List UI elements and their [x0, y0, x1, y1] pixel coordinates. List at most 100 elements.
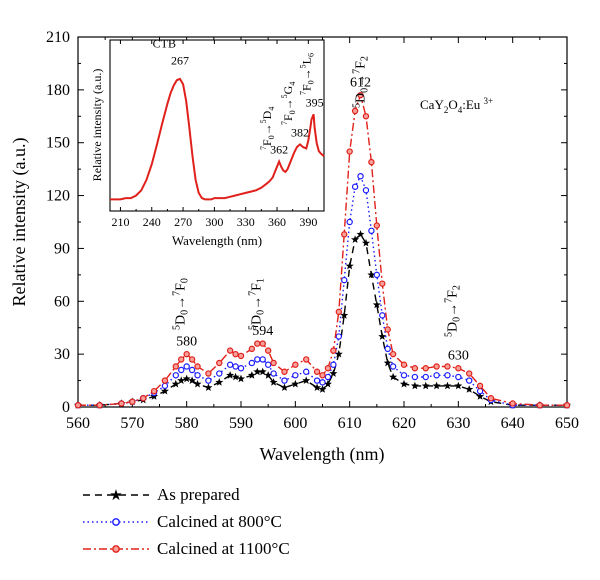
data-point	[368, 158, 375, 166]
main-x-axis-label: Wavelength (nm)	[259, 444, 384, 465]
data-point	[368, 227, 375, 235]
data-point	[379, 280, 386, 287]
data-point	[330, 347, 337, 354]
y-tick-label: 180	[46, 82, 70, 99]
inset-x-tick-label: 300	[205, 215, 223, 229]
peak-label: 594	[252, 324, 273, 339]
data-point	[410, 381, 419, 390]
legend-swatch-as-prepared: ★	[83, 488, 149, 504]
inset-peak-label: 395	[306, 95, 324, 109]
transition-text: 5D0→7F0	[172, 278, 191, 330]
data-point	[432, 381, 441, 390]
peak-label: 580	[176, 334, 197, 349]
data-point	[231, 372, 240, 381]
data-point	[291, 379, 300, 388]
data-point	[281, 368, 288, 375]
data-point	[204, 383, 213, 391]
data-point	[341, 231, 348, 238]
data-point	[400, 379, 408, 388]
data-point	[254, 340, 261, 347]
data-point	[216, 359, 223, 367]
data-point	[281, 377, 288, 384]
data-point	[302, 376, 311, 384]
data-point	[254, 356, 261, 363]
data-point	[193, 379, 202, 388]
data-point	[422, 373, 429, 381]
data-point	[362, 113, 370, 120]
data-point	[351, 235, 360, 243]
transition-label: 5D0→7F2	[352, 56, 371, 108]
data-point	[205, 377, 212, 384]
inset-chart: 210 240 270 300 330 360 390 CTB2673623823957F0…	[90, 36, 325, 248]
data-point	[444, 372, 451, 379]
data-point	[232, 350, 239, 358]
data-point	[264, 361, 272, 368]
data-point	[536, 402, 544, 409]
data-point	[346, 218, 353, 226]
y-tick-label: 0	[62, 399, 70, 416]
x-tick-label: 650	[555, 415, 579, 432]
data-point	[292, 361, 299, 368]
data-point	[466, 370, 473, 377]
data-point	[161, 377, 169, 384]
data-point	[345, 261, 354, 270]
data-point	[303, 368, 310, 375]
data-point	[171, 379, 180, 388]
data-point	[324, 373, 332, 381]
data-point	[216, 370, 223, 377]
data-point	[378, 332, 387, 340]
data-point	[118, 400, 125, 407]
data-point	[373, 271, 381, 279]
data-point	[96, 402, 103, 409]
inset-x-tick-label: 270	[174, 215, 192, 229]
data-point	[258, 367, 267, 376]
data-point	[183, 350, 190, 358]
legend-item-as-prepared: ★ As prepared	[75, 484, 395, 511]
y-tick-label: 150	[46, 135, 70, 152]
data-point	[182, 374, 191, 383]
data-point	[329, 369, 338, 377]
data-point	[139, 394, 147, 402]
inset-x-tick-label: 360	[268, 215, 286, 229]
data-point	[400, 361, 408, 368]
data-point	[178, 356, 185, 363]
legend-swatch-800	[83, 518, 149, 526]
data-point	[188, 356, 196, 363]
data-point	[357, 172, 364, 180]
data-point	[303, 356, 310, 363]
data-point	[194, 363, 201, 370]
data-point	[313, 368, 321, 375]
legend-item-800: Calcined at 800°C	[75, 511, 395, 538]
data-point	[454, 381, 463, 390]
data-point	[318, 385, 327, 393]
data-point	[248, 359, 256, 367]
data-point	[335, 333, 342, 340]
inset-x-tick-label: 210	[111, 215, 129, 229]
x-tick-label: 570	[120, 415, 144, 432]
data-point	[400, 372, 408, 379]
data-point	[383, 358, 392, 367]
data-point	[172, 372, 179, 379]
data-point	[455, 365, 462, 372]
data-point	[226, 371, 235, 379]
data-point	[389, 363, 397, 370]
transition-label: 5D0→7F1	[248, 278, 267, 330]
peak-label: 612	[350, 75, 371, 90]
data-point	[356, 230, 365, 238]
peak-label: 630	[448, 348, 469, 363]
x-tick-label: 600	[283, 415, 307, 432]
data-point	[340, 311, 349, 319]
data-point	[183, 363, 190, 370]
data-point	[248, 345, 256, 353]
legend-item-1100: Calcined at 1100°C	[75, 538, 395, 565]
inset-series-line	[110, 77, 325, 201]
data-point	[379, 312, 386, 319]
transition-text: 5D0→7F2	[443, 285, 462, 337]
data-point	[389, 372, 398, 381]
x-tick-label: 580	[175, 415, 199, 432]
data-point	[264, 347, 272, 354]
data-point	[373, 222, 381, 229]
data-point	[362, 238, 370, 247]
legend-swatch-1100	[83, 545, 149, 553]
